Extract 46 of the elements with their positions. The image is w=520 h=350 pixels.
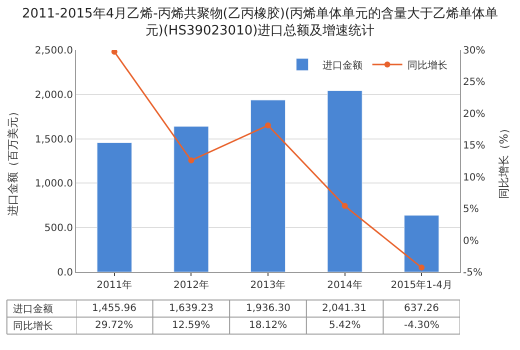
point — [188, 157, 194, 164]
bar — [404, 215, 440, 272]
data-label: 1,455.96 — [92, 303, 137, 314]
y-axis-title: 进口金额（百万美元） — [6, 106, 20, 216]
data-label: 637.26 — [404, 303, 439, 314]
y-tick-label: 2,500.0 — [34, 46, 73, 56]
point — [418, 264, 425, 271]
point — [342, 202, 348, 209]
y2-tick-label: 5% — [463, 204, 479, 216]
y-tick-label: 2,000.0 — [34, 90, 73, 101]
y2-axis-title: 同比增长（%） — [497, 122, 510, 200]
chart-title: 2011-2015年4月乙烯-丙烯共聚物(乙丙橡胶)(丙烯单体单元的含量大于乙烯单体单元)(HS39023010)进口总额及增速统计 — [22, 6, 498, 38]
y-tick-label: 1,000.0 — [34, 178, 73, 190]
legend-label: 同比增长 — [407, 59, 448, 72]
x-tick-label: 2013年 — [250, 279, 286, 291]
data-label: 12.59% — [172, 320, 210, 331]
y-tick-label: 500.0 — [44, 223, 73, 234]
x-tick-label: 2012年 — [173, 279, 209, 291]
bar — [96, 142, 132, 272]
y2-tick-label: 10% — [463, 172, 486, 184]
x-tick-label: 2011年 — [96, 279, 132, 291]
y2-tick-label: 25% — [463, 77, 486, 88]
y2-tick-label: 30% — [463, 46, 486, 56]
legend-label: 进口金额 — [322, 59, 362, 72]
data-label: -4.30% — [404, 320, 440, 331]
data-label: 1,936.30 — [246, 303, 291, 314]
y-tick-label: 0.0 — [57, 268, 73, 278]
y-tick-label: 1,500.0 — [34, 134, 73, 146]
data-label: 29.72% — [95, 320, 134, 331]
data-label: 18.12% — [249, 320, 288, 331]
x-tick-label: 2014年 — [327, 279, 363, 291]
bar — [174, 126, 209, 272]
data-label: 2,041.31 — [322, 303, 367, 314]
point — [265, 122, 271, 128]
y2-tick-label: 20% — [463, 108, 486, 120]
y2-tick-label: -5% — [463, 268, 482, 278]
bar — [250, 100, 286, 272]
y2-tick-label: 0% — [463, 236, 479, 247]
text: 同比增长 — [13, 321, 53, 332]
data-label: 5.42% — [329, 320, 361, 331]
bar — [327, 90, 362, 272]
point — [111, 50, 118, 55]
x-tick-label: 2015年1-4月 — [390, 279, 452, 291]
y2-tick-label: 15% — [463, 140, 486, 152]
data-label: 1,639.23 — [169, 303, 214, 314]
text: 进口金额 — [13, 304, 53, 315]
